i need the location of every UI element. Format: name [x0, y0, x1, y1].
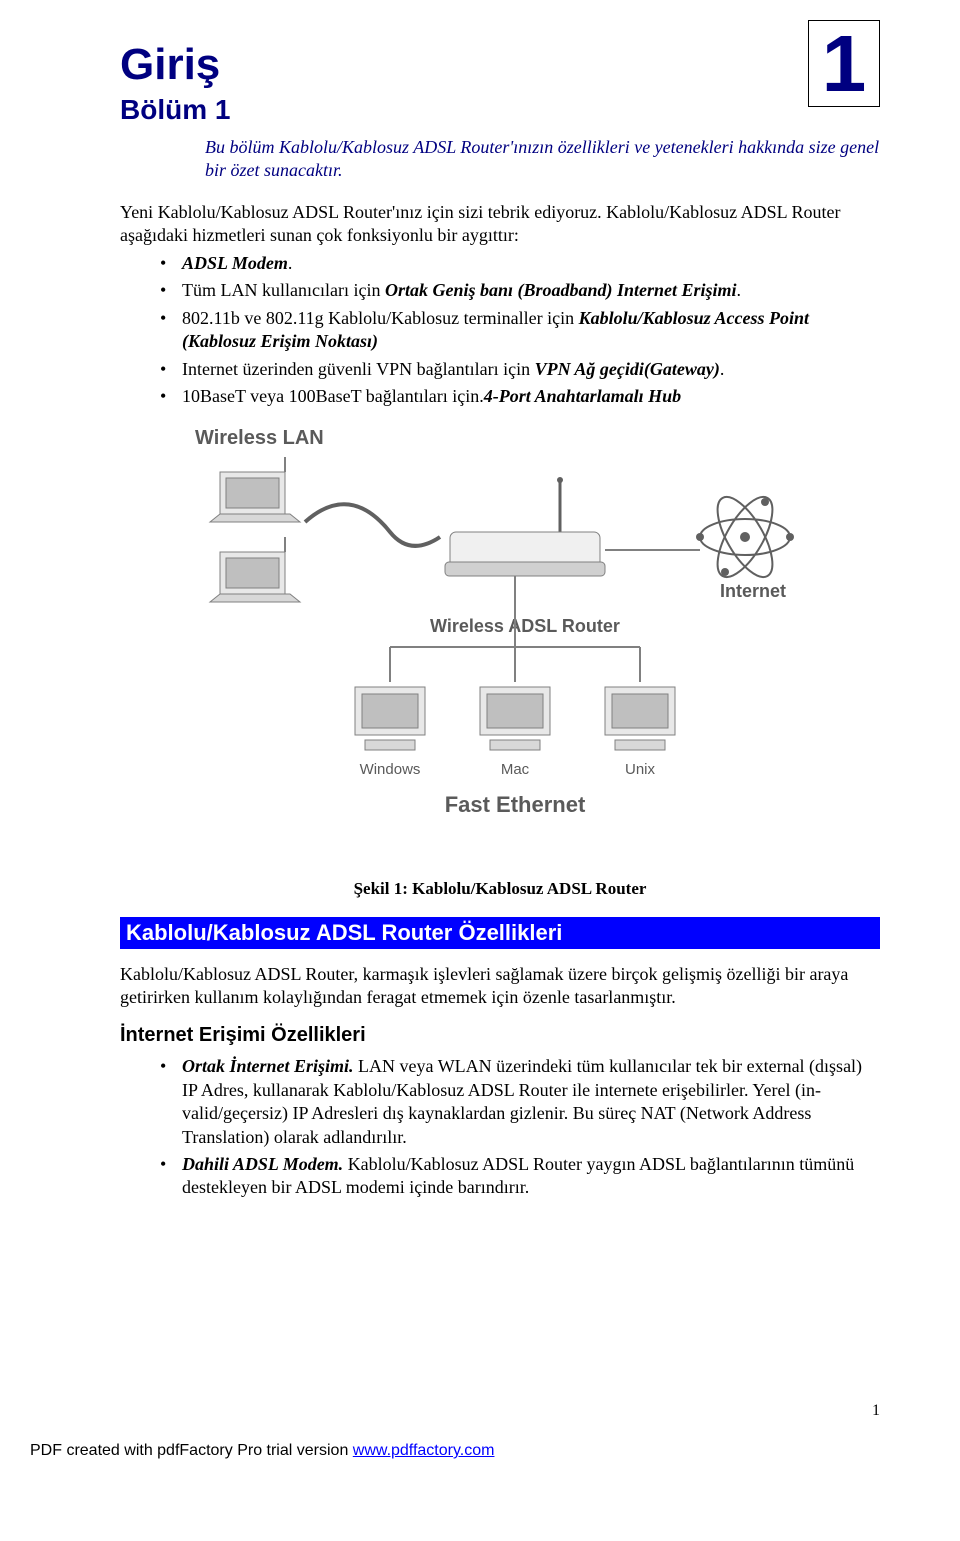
page-number: 1 — [872, 1402, 880, 1420]
page-title: Giriş — [120, 40, 880, 90]
section-heading-bar: Kablolu/Kablosuz ADSL Router Özellikleri — [120, 917, 880, 949]
diagram-label-ethernet: Fast Ethernet — [445, 792, 586, 817]
page-subtitle: Bölüm 1 — [120, 94, 880, 126]
footer-pre: PDF created with pdfFactory Pro trial ve… — [30, 1442, 353, 1459]
intro-summary: Bu bölüm Kablolu/Kablosuz ADSL Router'ın… — [205, 136, 880, 181]
list-item: ADSL Modem. — [160, 252, 880, 275]
desktop-icon — [605, 687, 675, 750]
list-item: 802.11b ve 802.11g Kablolu/Kablosuz term… — [160, 307, 880, 354]
figure-caption: Şekil 1: Kablolu/Kablosuz ADSL Router — [120, 879, 880, 899]
list-item: 10BaseT veya 100BaseT bağlantıları için.… — [160, 385, 880, 408]
network-diagram: Wireless LAN — [190, 422, 810, 857]
diagram-label-unix: Unix — [625, 761, 656, 778]
chapter-number-box: 1 — [808, 20, 880, 107]
diagram-label-mac: Mac — [501, 761, 530, 778]
list-item: Ortak İnternet Erişimi. LAN veya WLAN üz… — [160, 1055, 880, 1149]
footer-text: PDF created with pdfFactory Pro trial ve… — [30, 1442, 494, 1460]
chapter-number: 1 — [822, 24, 867, 104]
diagram-label-windows: Windows — [360, 761, 421, 778]
laptop-icon — [210, 537, 300, 602]
diagram-label-router: Wireless ADSL Router — [430, 616, 620, 636]
feature-list: ADSL Modem. Tüm LAN kullanıcıları için Or… — [120, 252, 880, 408]
paragraph-features: Kablolu/Kablosuz ADSL Router, karmaşık i… — [120, 963, 880, 1008]
diagram-label-wlan: Wireless LAN — [195, 427, 324, 449]
diagram-label-internet: Internet — [720, 581, 786, 601]
internet-icon — [696, 489, 794, 585]
laptop-icon — [210, 457, 300, 522]
footer-link[interactable]: www.pdffactory.com — [353, 1442, 495, 1459]
list-item: Internet üzerinden güvenli VPN bağlantıl… — [160, 358, 880, 381]
paragraph-intro: Yeni Kablolu/Kablosuz ADSL Router'ınız i… — [120, 201, 880, 246]
router-icon — [445, 477, 605, 576]
list-item: Tüm LAN kullanıcıları için Ortak Geniş b… — [160, 279, 880, 302]
desktop-icon — [480, 687, 550, 750]
subheading-internet: İnternet Erişimi Özellikleri — [120, 1024, 880, 1047]
desktop-icon — [355, 687, 425, 750]
list-item: Dahili ADSL Modem. Kablolu/Kablosuz ADSL… — [160, 1153, 880, 1200]
wireless-link — [305, 505, 440, 547]
internet-feature-list: Ortak İnternet Erişimi. LAN veya WLAN üz… — [120, 1055, 880, 1199]
